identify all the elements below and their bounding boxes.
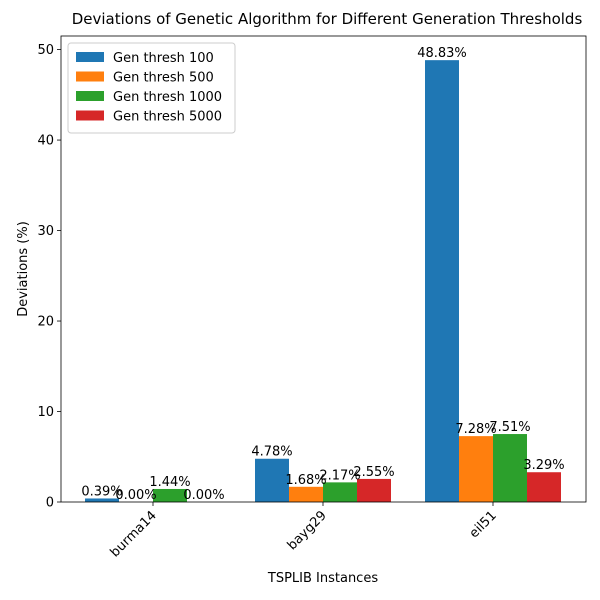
bar-eil51-series-2 — [459, 436, 493, 502]
bar-burma14-series-3 — [153, 488, 187, 502]
data-label-bayg29-series-1: 4.78% — [251, 445, 292, 460]
data-label-burma14-series-3: 1.44% — [149, 475, 190, 490]
bar-eil51-series-3 — [493, 434, 527, 502]
legend-label-series-4: Gen thresh 5000 — [113, 110, 222, 125]
legend-box — [67, 42, 236, 134]
chart-title: Deviations of Genetic Algorithm for Diff… — [72, 10, 583, 28]
bar-bayg29-series-1 — [255, 458, 289, 502]
data-label-eil51-series-2: 7.28% — [455, 422, 496, 437]
bar-bayg29-series-4 — [357, 478, 391, 502]
data-label-bayg29-series-4: 2.55% — [353, 465, 394, 480]
data-labels-group: 0.39% 4.78% 48.83% 0.00% 1.68% 7.28% 1.44% 2.17… — [81, 46, 564, 503]
x-axis-title: TSPLIB Instances — [267, 571, 378, 586]
bar-bayg29-series-2 — [289, 486, 323, 502]
legend-label-series-2: Gen thresh 500 — [113, 71, 214, 86]
legend: Gen thresh 100 Gen thresh 500 Gen thresh 1… — [67, 42, 236, 134]
data-label-eil51-series-3: 7.51% — [489, 420, 530, 435]
legend-swatch-series-2 — [76, 71, 104, 82]
legend-swatch-series-3 — [76, 91, 104, 101]
data-label-bayg29-series-3: 2.17% — [319, 468, 360, 483]
data-label-burma14-series-1: 0.39% — [81, 484, 122, 499]
y-axis: 0 10 20 30 40 50 — [37, 43, 61, 511]
plot-frame — [60, 35, 587, 503]
y-tick-label: 20 — [37, 315, 54, 330]
y-tick-label: 50 — [37, 43, 54, 58]
data-label-bayg29-series-2: 1.68% — [285, 473, 326, 488]
y-tick-label: 0 — [46, 496, 54, 511]
bar-bayg29-series-3 — [323, 482, 357, 502]
data-label-burma14-series-2: 0.00% — [115, 488, 156, 503]
y-axis-title: Deviations (%) — [16, 221, 31, 317]
bar-eil51-series-4 — [527, 472, 561, 502]
y-tick-label: 10 — [37, 405, 54, 420]
legend-swatch-series-1 — [76, 52, 104, 62]
bar-burma14-series-1 — [85, 498, 119, 502]
bar-eil51-series-1 — [425, 60, 459, 503]
data-label-eil51-series-1: 48.83% — [417, 46, 467, 61]
legend-swatch-series-4 — [76, 110, 104, 121]
y-tick-label: 30 — [37, 224, 54, 239]
data-label-eil51-series-4: 3.29% — [523, 458, 564, 473]
bars-group — [85, 60, 561, 503]
legend-label-series-1: Gen thresh 100 — [113, 51, 214, 66]
legend-label-series-3: Gen thresh 1000 — [113, 90, 222, 105]
data-label-burma14-series-4: 0.00% — [183, 488, 224, 503]
y-tick-label: 40 — [37, 134, 54, 149]
